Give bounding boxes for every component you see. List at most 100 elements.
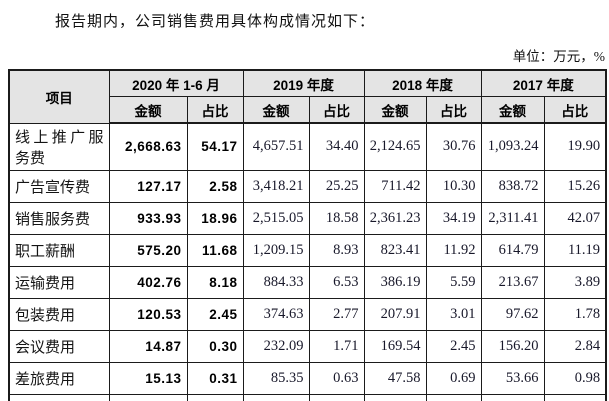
cell-amount: 120.53 [108, 297, 188, 331]
cell-amount: 169.54 [363, 329, 427, 363]
cell-amount: 97.62 [480, 297, 545, 331]
cell-amount: 53.66 [480, 361, 545, 395]
intro-paragraph: 报告期内，公司销售费用具体构成情况如下： [55, 14, 376, 30]
cell-ratio: 54.17 [186, 122, 244, 171]
cell-ratio: 2.77 [308, 297, 365, 331]
cell-amount: 823.41 [363, 233, 427, 267]
cell-ratio: 3.89 [543, 265, 607, 299]
cell-amount: 838.72 [480, 169, 545, 203]
row-label: 差旅费用 [8, 361, 110, 395]
cell-ratio: 0.30 [186, 329, 244, 363]
header-ratio-2017: 占比 [543, 96, 607, 124]
cell-ratio: 2.84 [543, 329, 607, 363]
row-label: 职工薪酬 [8, 233, 110, 267]
row-label: 其他 [8, 393, 110, 401]
cell-amount: 374.63 [242, 297, 310, 331]
row-label: 包装费用 [8, 297, 110, 331]
cell-amount: 3,418.21 [242, 169, 310, 203]
cell-ratio: 25.25 [308, 169, 365, 203]
cell-ratio: 11.19 [543, 233, 607, 267]
cell-ratio: 5.59 [425, 265, 482, 299]
table-row: 运输费用 402.76 8.18 884.33 6.53 386.19 5.59… [8, 265, 607, 299]
cell-amount: 232.09 [242, 329, 310, 363]
header-period-2018: 2018 年度 [363, 69, 482, 97]
cell-amount: 884.33 [242, 265, 310, 299]
table-row: 会议费用 14.87 0.30 232.09 1.71 169.54 2.45 … [8, 329, 607, 363]
table-row: 线上推广服务费 2,668.63 54.17 4,657.51 34.40 2,… [8, 122, 607, 171]
cell-ratio: 0.63 [308, 361, 365, 395]
cell-ratio: 34.40 [308, 122, 365, 171]
cell-amount: 1,093.24 [480, 122, 545, 171]
cell-amount: 161.59 [242, 393, 310, 401]
cell-ratio: 3.01 [425, 297, 482, 331]
cell-ratio: 2.45 [425, 329, 482, 363]
table-row: 销售服务费 933.93 18.96 2,515.05 18.58 2,361.… [8, 201, 607, 235]
cell-ratio: 15.26 [543, 169, 607, 203]
row-label: 广告宣传费 [8, 169, 110, 203]
header-period-2019: 2019 年度 [242, 69, 365, 97]
cell-ratio: 19.90 [543, 122, 607, 171]
cell-ratio: 11.92 [425, 233, 482, 267]
cell-amount: 74.89 [363, 393, 427, 401]
cell-amount: 207.91 [363, 297, 427, 331]
cell-ratio: 1.39 [186, 393, 244, 401]
header-amount-2019: 金额 [242, 96, 310, 124]
cell-amount: 2,124.65 [363, 122, 427, 171]
cell-amount: 933.93 [108, 201, 188, 235]
cell-amount: 127.17 [108, 169, 188, 203]
cell-amount: 156.20 [480, 329, 545, 363]
cell-amount: 85.35 [242, 361, 310, 395]
header-amount-2020: 金额 [108, 96, 188, 124]
cell-amount: 213.67 [480, 265, 545, 299]
cell-ratio: 11.68 [186, 233, 244, 267]
cell-ratio: 1.78 [543, 297, 607, 331]
cell-amount: 575.20 [108, 233, 188, 267]
header-ratio-2018: 占比 [425, 96, 482, 124]
cell-ratio: 2.10 [543, 393, 607, 401]
cell-amount: 4,657.51 [242, 122, 310, 171]
table-row: 包装费用 120.53 2.45 374.63 2.77 207.91 3.01… [8, 297, 607, 331]
cell-amount: 2,668.63 [108, 122, 188, 171]
cell-ratio: 0.31 [186, 361, 244, 395]
header-amount-2017: 金额 [480, 96, 545, 124]
cell-ratio: 1.08 [425, 393, 482, 401]
cell-ratio: 34.19 [425, 201, 482, 235]
header-amount-2018: 金额 [363, 96, 427, 124]
header-row-periods: 项目 2020 年 1-6 月 2019 年度 2018 年度 2017 年度 [8, 69, 607, 124]
cell-amount: 386.19 [363, 265, 427, 299]
table-row: 广告宣传费 127.17 2.58 3,418.21 25.25 711.42 … [8, 169, 607, 203]
row-label: 会议费用 [8, 329, 110, 363]
cell-ratio: 18.58 [308, 201, 365, 235]
cell-amount: 14.87 [108, 329, 188, 363]
cell-ratio: 0.98 [543, 361, 607, 395]
cell-ratio: 8.93 [308, 233, 365, 267]
cell-ratio: 10.30 [425, 169, 482, 203]
cell-ratio: 30.76 [425, 122, 482, 171]
cell-ratio: 42.07 [543, 201, 607, 235]
row-label: 线上推广服务费 [8, 122, 110, 171]
cell-amount: 115.33 [480, 393, 545, 401]
cell-amount: 614.79 [480, 233, 545, 267]
header-item-column: 项目 [8, 69, 110, 124]
cell-amount: 68.45 [108, 393, 188, 401]
header-row-metrics: 金额 占比 金额 占比 金额 占比 金额 占比 [9, 96, 607, 124]
table-row: 其他 68.45 1.39 161.59 1.19 74.89 1.08 115… [8, 393, 607, 401]
cell-amount: 2,515.05 [242, 201, 310, 235]
cell-amount: 47.58 [363, 361, 427, 395]
table-row: 职工薪酬 575.20 11.68 1,209.15 8.93 823.41 1… [8, 233, 607, 267]
sales-expense-table: 项目 2020 年 1-6 月 2019 年度 2018 年度 2017 年度 … [8, 69, 608, 401]
cell-amount: 15.13 [108, 361, 188, 395]
cell-ratio: 1.71 [308, 329, 365, 363]
cell-ratio: 18.96 [186, 201, 244, 235]
cell-ratio: 1.19 [308, 393, 365, 401]
header-period-2017: 2017 年度 [480, 69, 607, 97]
cell-amount: 1,209.15 [242, 233, 310, 267]
header-period-2020: 2020 年 1-6 月 [108, 69, 244, 97]
cell-ratio: 2.45 [186, 297, 244, 331]
cell-ratio: 6.53 [308, 265, 365, 299]
table-row: 差旅费用 15.13 0.31 85.35 0.63 47.58 0.69 53… [8, 361, 607, 395]
cell-ratio: 2.58 [186, 169, 244, 203]
row-label: 销售服务费 [8, 201, 110, 235]
cell-ratio: 0.69 [425, 361, 482, 395]
